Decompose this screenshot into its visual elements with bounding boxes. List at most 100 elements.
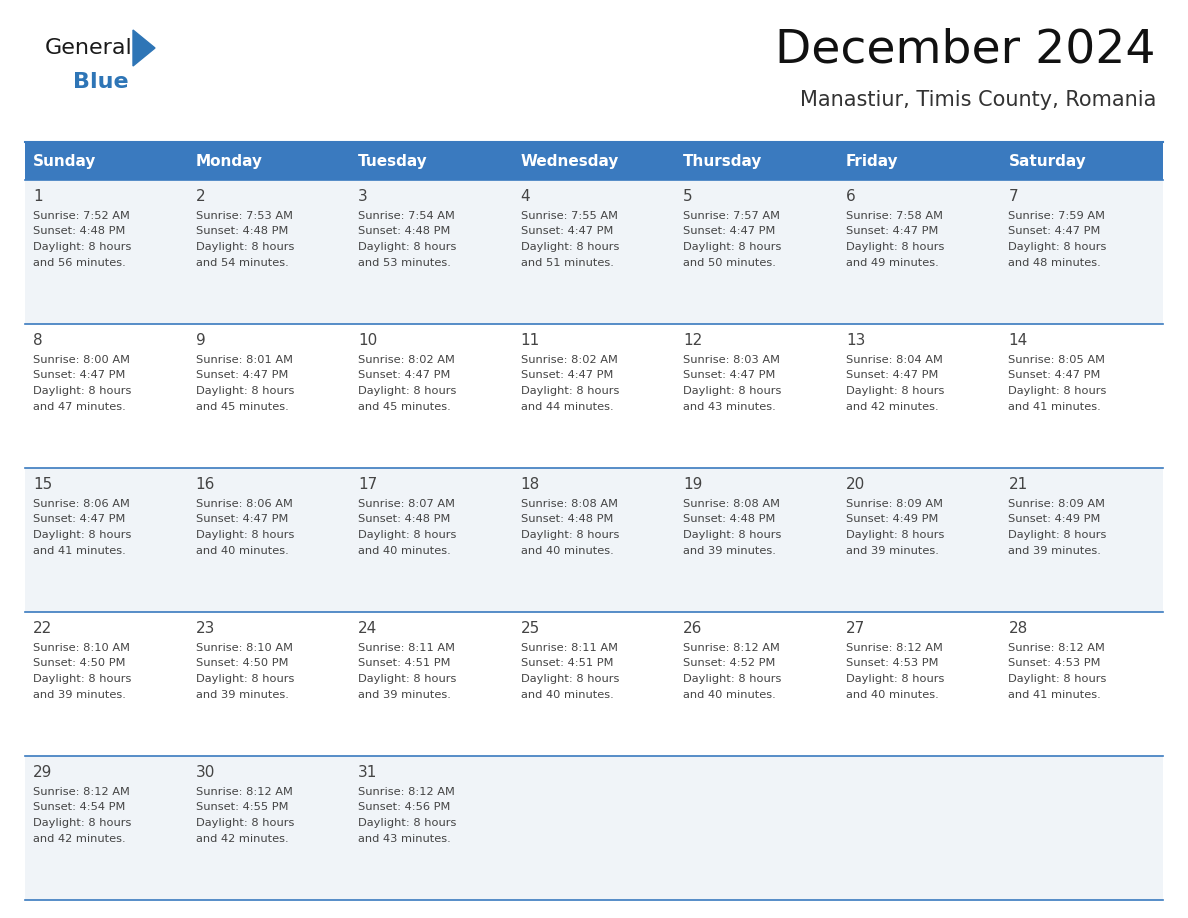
Text: Sunset: 4:48 PM: Sunset: 4:48 PM [520,514,613,524]
Bar [838,142,1000,180]
Bar [188,180,350,324]
Bar [838,612,1000,756]
Text: and 54 minutes.: and 54 minutes. [196,258,289,267]
Text: Sunrise: 8:09 AM: Sunrise: 8:09 AM [1009,499,1105,509]
Bar [188,324,350,468]
Text: 18: 18 [520,477,541,492]
Text: 24: 24 [358,621,378,636]
Text: Sunrise: 7:58 AM: Sunrise: 7:58 AM [846,211,943,221]
Text: 26: 26 [683,621,702,636]
Text: December 2024: December 2024 [776,28,1156,73]
Text: Sunrise: 8:08 AM: Sunrise: 8:08 AM [683,499,781,509]
Text: Sunrise: 8:04 AM: Sunrise: 8:04 AM [846,355,943,365]
Text: and 39 minutes.: and 39 minutes. [33,689,126,700]
Text: Daylight: 8 hours: Daylight: 8 hours [358,674,456,684]
Text: 13: 13 [846,333,865,348]
Text: Sunrise: 8:03 AM: Sunrise: 8:03 AM [683,355,781,365]
Bar [838,180,1000,324]
Polygon shape [133,30,154,66]
Text: Sunset: 4:48 PM: Sunset: 4:48 PM [683,514,776,524]
Text: Daylight: 8 hours: Daylight: 8 hours [520,386,619,396]
Text: Daylight: 8 hours: Daylight: 8 hours [33,242,132,252]
Text: Sunrise: 8:09 AM: Sunrise: 8:09 AM [846,499,943,509]
Bar [350,324,513,468]
Text: Sunrise: 8:07 AM: Sunrise: 8:07 AM [358,499,455,509]
Text: Daylight: 8 hours: Daylight: 8 hours [1009,242,1107,252]
Text: Daylight: 8 hours: Daylight: 8 hours [846,530,944,540]
Text: 11: 11 [520,333,541,348]
Text: Sunrise: 8:11 AM: Sunrise: 8:11 AM [358,643,455,653]
Text: 12: 12 [683,333,702,348]
Text: Thursday: Thursday [683,153,763,169]
Text: and 39 minutes.: and 39 minutes. [196,689,289,700]
Bar [675,180,838,324]
Bar [838,324,1000,468]
Text: and 42 minutes.: and 42 minutes. [846,401,939,411]
Text: and 40 minutes.: and 40 minutes. [846,689,939,700]
Text: Sunset: 4:47 PM: Sunset: 4:47 PM [196,514,287,524]
Text: Daylight: 8 hours: Daylight: 8 hours [683,530,782,540]
Text: Sunrise: 8:12 AM: Sunrise: 8:12 AM [1009,643,1105,653]
Text: and 45 minutes.: and 45 minutes. [358,401,451,411]
Text: General: General [45,38,133,58]
Text: 22: 22 [33,621,52,636]
Text: 9: 9 [196,333,206,348]
Text: Sunrise: 7:53 AM: Sunrise: 7:53 AM [196,211,292,221]
Text: Sunrise: 7:54 AM: Sunrise: 7:54 AM [358,211,455,221]
Text: Daylight: 8 hours: Daylight: 8 hours [846,674,944,684]
Text: Daylight: 8 hours: Daylight: 8 hours [358,818,456,828]
Bar [188,612,350,756]
Bar [1000,180,1163,324]
Text: Daylight: 8 hours: Daylight: 8 hours [683,242,782,252]
Bar [675,324,838,468]
Bar [513,324,675,468]
Bar [513,756,675,900]
Text: and 53 minutes.: and 53 minutes. [358,258,451,267]
Text: Sunset: 4:48 PM: Sunset: 4:48 PM [358,227,450,237]
Text: and 42 minutes.: and 42 minutes. [33,834,126,844]
Text: and 45 minutes.: and 45 minutes. [196,401,289,411]
Bar [25,142,188,180]
Bar [1000,142,1163,180]
Text: and 43 minutes.: and 43 minutes. [358,834,451,844]
Text: 17: 17 [358,477,378,492]
Text: and 41 minutes.: and 41 minutes. [33,545,126,555]
Text: Wednesday: Wednesday [520,153,619,169]
Text: Sunset: 4:54 PM: Sunset: 4:54 PM [33,802,126,812]
Text: 31: 31 [358,765,378,780]
Bar [188,142,350,180]
Text: and 40 minutes.: and 40 minutes. [358,545,451,555]
Text: Sunset: 4:48 PM: Sunset: 4:48 PM [358,514,450,524]
Text: 10: 10 [358,333,378,348]
Bar [188,468,350,612]
Text: Daylight: 8 hours: Daylight: 8 hours [33,674,132,684]
Text: Daylight: 8 hours: Daylight: 8 hours [33,818,132,828]
Bar [350,612,513,756]
Text: 29: 29 [33,765,52,780]
Bar [25,324,188,468]
Text: Daylight: 8 hours: Daylight: 8 hours [520,674,619,684]
Text: and 41 minutes.: and 41 minutes. [1009,689,1101,700]
Text: Sunset: 4:51 PM: Sunset: 4:51 PM [520,658,613,668]
Text: Sunset: 4:51 PM: Sunset: 4:51 PM [358,658,450,668]
Text: and 50 minutes.: and 50 minutes. [683,258,776,267]
Text: 25: 25 [520,621,541,636]
Text: Blue: Blue [72,72,128,92]
Text: 27: 27 [846,621,865,636]
Text: Sunrise: 8:01 AM: Sunrise: 8:01 AM [196,355,292,365]
Bar [350,142,513,180]
Bar [25,180,188,324]
Text: Daylight: 8 hours: Daylight: 8 hours [33,386,132,396]
Bar [675,756,838,900]
Text: Sunset: 4:47 PM: Sunset: 4:47 PM [846,371,939,380]
Text: and 39 minutes.: and 39 minutes. [1009,545,1101,555]
Text: Daylight: 8 hours: Daylight: 8 hours [683,674,782,684]
Text: Sunrise: 8:12 AM: Sunrise: 8:12 AM [683,643,781,653]
Text: and 40 minutes.: and 40 minutes. [196,545,289,555]
Text: Tuesday: Tuesday [358,153,428,169]
Text: Sunset: 4:50 PM: Sunset: 4:50 PM [33,658,126,668]
Text: and 51 minutes.: and 51 minutes. [520,258,613,267]
Text: Sunset: 4:47 PM: Sunset: 4:47 PM [1009,227,1101,237]
Text: and 43 minutes.: and 43 minutes. [683,401,776,411]
Text: 20: 20 [846,477,865,492]
